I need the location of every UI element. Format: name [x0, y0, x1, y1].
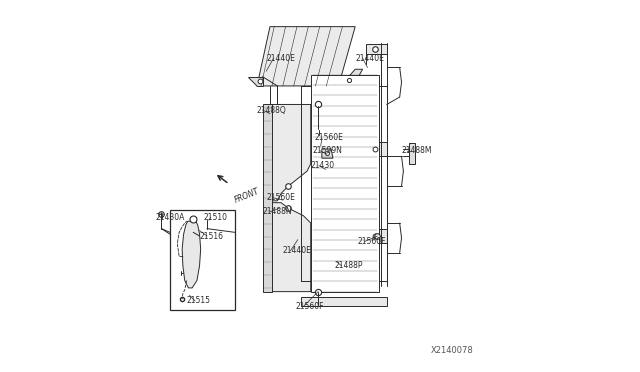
Bar: [170, 210, 235, 310]
Bar: [311, 75, 380, 292]
Text: 21440E: 21440E: [283, 246, 312, 255]
Text: 21560E: 21560E: [266, 193, 295, 202]
Text: 21510: 21510: [204, 213, 227, 222]
Polygon shape: [248, 77, 262, 86]
Text: 21488Q: 21488Q: [257, 106, 287, 115]
Polygon shape: [340, 69, 363, 86]
Text: 21488N: 21488N: [262, 208, 292, 217]
Polygon shape: [262, 105, 272, 292]
Text: 21488M: 21488M: [401, 146, 432, 155]
Polygon shape: [270, 105, 311, 201]
Polygon shape: [182, 221, 201, 288]
Bar: [366, 230, 387, 243]
Text: FRONT: FRONT: [233, 187, 260, 205]
Text: 21430A: 21430A: [155, 213, 184, 222]
Text: 21440E: 21440E: [355, 54, 384, 62]
Text: 21440E: 21440E: [266, 54, 295, 62]
Bar: [189, 217, 196, 221]
Text: 21488P: 21488P: [335, 261, 364, 270]
Bar: [366, 44, 387, 54]
Text: 21430: 21430: [311, 161, 335, 170]
Text: 21560E: 21560E: [314, 133, 343, 142]
Polygon shape: [257, 27, 355, 86]
Text: 21560F: 21560F: [296, 302, 324, 311]
Text: 21515: 21515: [187, 296, 211, 305]
Text: 21560F: 21560F: [357, 237, 385, 246]
Text: X2140078: X2140078: [431, 346, 474, 355]
Bar: [366, 142, 387, 155]
Text: 21516: 21516: [200, 231, 223, 241]
Bar: [301, 297, 387, 307]
Bar: [409, 143, 415, 164]
Polygon shape: [322, 149, 333, 158]
Text: 21599N: 21599N: [312, 146, 342, 155]
Polygon shape: [270, 203, 311, 292]
